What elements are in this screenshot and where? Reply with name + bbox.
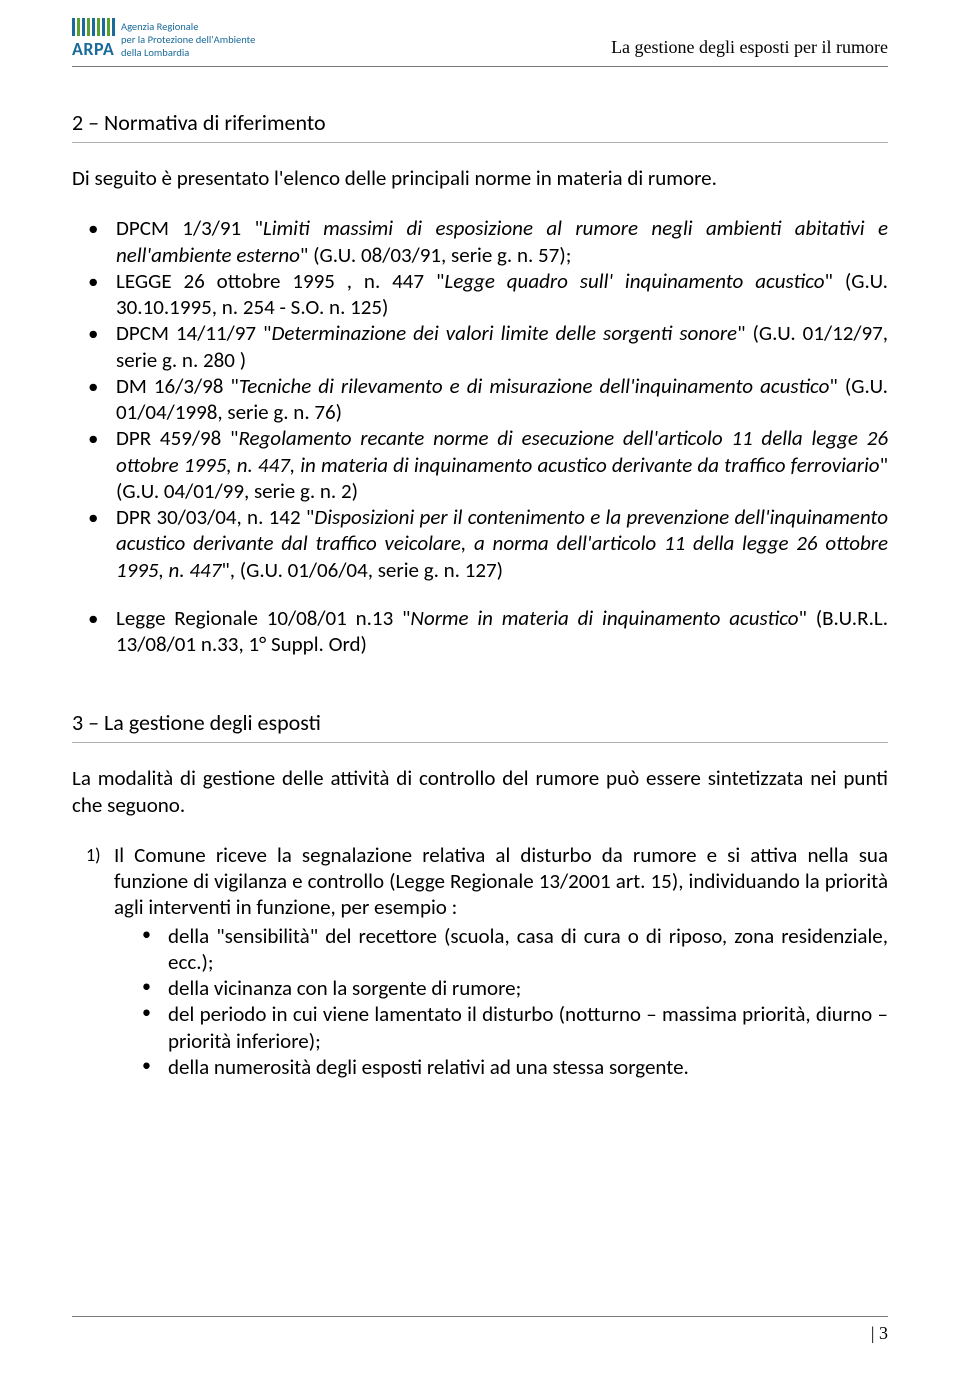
section-3-intro: La modalità di gestione delle attività d… (72, 765, 888, 818)
section-2-heading: 2 – Normativa di riferimento (72, 109, 888, 142)
normativa-item: LEGGE 26 ottobre 1995 , n. 447 "Legge qu… (116, 268, 888, 321)
section-3-heading: 3 – La gestione degli esposti (72, 709, 888, 742)
sub-item: del periodo in cui viene lamentato il di… (168, 1001, 888, 1054)
normativa-item: DPR 30/03/04, n. 142 "Disposizioni per i… (116, 504, 888, 583)
normativa-item: DM 16/3/98 "Tecniche di rilevamento e di… (116, 373, 888, 426)
normativa-list-regional: Legge Regionale 10/08/01 n.13 "Norme in … (72, 605, 888, 658)
arpa-logo-text: ARPA (72, 38, 114, 60)
normativa-item: Legge Regionale 10/08/01 n.13 "Norme in … (116, 605, 888, 658)
section-3-divider (72, 742, 888, 743)
normativa-item: DPR 459/98 "Regolamento recante norme di… (116, 425, 888, 504)
gestione-item-1: 1) Il Comune riceve la segnalazione rela… (114, 842, 888, 1080)
list-number: 1) (86, 844, 101, 867)
footer-divider (72, 1316, 888, 1317)
normativa-item: DPCM 14/11/97 "Determinazione dei valori… (116, 320, 888, 373)
document-running-title: La gestione degli esposti per il rumore (611, 37, 888, 60)
logo-caption-line: della Lombardia (121, 46, 189, 59)
page-header: ARPA Agenzia Regionale per la Protezione… (72, 18, 888, 60)
sub-item: della "sensibilità" del recettore (scuol… (168, 923, 888, 976)
normativa-item: DPCM 1/3/91 "Limiti massimi di esposizio… (116, 215, 888, 268)
normativa-list: DPCM 1/3/91 "Limiti massimi di esposizio… (72, 215, 888, 583)
arpa-logo-mark: ARPA (72, 18, 115, 60)
sub-item: della numerosità degli esposti relativi … (168, 1054, 888, 1080)
gestione-numbered-list: 1) Il Comune riceve la segnalazione rela… (72, 842, 888, 1080)
page-footer: | 3 (72, 1316, 888, 1344)
arpa-logo-caption: Agenzia Regionale per la Protezione dell… (121, 18, 255, 59)
page-number: | 3 (72, 1323, 888, 1344)
sub-item: della vicinanza con la sorgente di rumor… (168, 975, 888, 1001)
gestione-item-1-sublist: della "sensibilità" del recettore (scuol… (114, 923, 888, 1081)
header-divider (72, 66, 888, 67)
arpa-logo: ARPA Agenzia Regionale per la Protezione… (72, 18, 255, 60)
gestione-item-1-text: Il Comune riceve la segnalazione relativ… (114, 842, 888, 921)
section-2-divider (72, 142, 888, 143)
logo-caption-line: Agenzia Regionale (121, 20, 198, 33)
section-2-intro: Di seguito è presentato l'elenco delle p… (72, 165, 888, 191)
logo-caption-line: per la Protezione dell'Ambiente (121, 33, 255, 46)
